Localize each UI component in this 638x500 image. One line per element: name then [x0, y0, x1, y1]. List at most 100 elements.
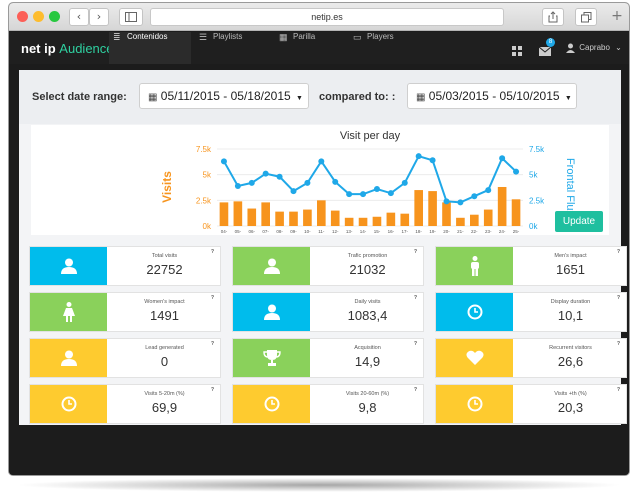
line-point: [373, 186, 380, 193]
help-icon[interactable]: ?: [616, 387, 620, 393]
help-icon[interactable]: ?: [616, 295, 620, 301]
clock-icon: [264, 396, 280, 412]
nav-item-playlists[interactable]: ☰ Playlists: [195, 32, 267, 64]
bar: [358, 217, 368, 226]
bar: [233, 201, 243, 226]
bar: [247, 208, 257, 226]
user-icon: [263, 303, 281, 321]
date-range-dropdown[interactable]: ▦ 05/11/2015 - 05/18/2015 ▼: [139, 83, 309, 109]
stat-value: 21032: [349, 262, 386, 277]
user-menu[interactable]: Caprabo ⌄: [566, 42, 622, 54]
help-icon[interactable]: ?: [616, 341, 620, 347]
y2-tick-label: 2.5k: [529, 196, 545, 205]
display-icon: ▭: [353, 32, 362, 42]
x-tick-label: 07-: [262, 229, 269, 234]
stat-card: Daily visits 1083,4?: [232, 292, 424, 332]
nav-item-contenidos[interactable]: ≣ Contenidos: [109, 32, 191, 64]
notification-badge: 8: [546, 38, 555, 47]
bar: [497, 186, 507, 226]
help-icon[interactable]: ?: [616, 249, 620, 255]
help-icon[interactable]: ?: [413, 295, 417, 301]
messages-button[interactable]: 8: [538, 38, 555, 61]
bar: [261, 202, 270, 226]
stat-tile: [30, 247, 107, 285]
stat-value: 9,8: [358, 400, 377, 415]
x-tick-label: 23-: [485, 229, 492, 234]
clock-icon: [467, 396, 483, 412]
line-point: [332, 178, 339, 185]
line-point: [346, 191, 353, 198]
help-icon[interactable]: ?: [210, 295, 214, 301]
stat-tile: [436, 247, 513, 285]
female-icon: [62, 302, 76, 322]
x-tick-label: 18-: [415, 229, 422, 234]
user-icon: [566, 43, 575, 53]
stat-card: Acquisition 14,9?: [232, 338, 424, 378]
nav-item-label: Contenidos: [127, 32, 168, 41]
back-button[interactable]: ‹: [69, 8, 89, 26]
x-tick-label: 17-: [402, 229, 409, 234]
line-point: [443, 198, 450, 205]
heart-icon: [465, 350, 484, 366]
bar: [330, 210, 340, 226]
stat-label: Display duration: [550, 299, 591, 305]
help-icon[interactable]: ?: [413, 341, 417, 347]
bar: [414, 190, 423, 226]
help-icon[interactable]: ?: [413, 249, 417, 255]
bar: [456, 217, 465, 226]
date-range-value: 05/11/2015 - 05/18/2015: [160, 89, 291, 103]
x-tick-label: 19-: [429, 229, 436, 234]
brand-logo[interactable]: net ip Audience: [21, 41, 114, 56]
browser-toolbar: ‹ › netip.es +: [9, 3, 629, 31]
stat-value: 26,6: [557, 354, 584, 369]
nav-item-label: Playlists: [213, 32, 243, 41]
stat-value: 1083,4: [347, 308, 388, 323]
stat-tile: [30, 385, 107, 423]
calendar-icon: ▦: [148, 92, 158, 103]
bar: [511, 199, 521, 226]
x-tick-label: 05-: [235, 229, 242, 234]
visits-chart: 0k 0k 2.5k 2.5k 5k 5k 7.5k 7.5k 04- 05- 06- 07- 08- 0…: [160, 130, 576, 234]
stat-card: Visits 5-20m (%) 69,9?: [29, 384, 221, 424]
calendar-icon: ▦: [416, 92, 426, 103]
x-tick-label: 24-: [499, 229, 506, 234]
help-icon[interactable]: ?: [210, 249, 214, 255]
stat-card: Display duration 10,1?: [435, 292, 627, 332]
nav-item-parilla[interactable]: ▦ Parilla: [275, 32, 345, 64]
bar: [303, 209, 312, 226]
forward-button[interactable]: ›: [89, 8, 109, 26]
address-bar[interactable]: netip.es: [150, 8, 504, 26]
stat-label: Trafic promotion: [347, 253, 388, 259]
help-icon[interactable]: ?: [210, 341, 214, 347]
line-point: [387, 190, 394, 197]
bar: [317, 200, 326, 226]
apps-grid-button[interactable]: [512, 43, 522, 61]
bar: [386, 212, 396, 226]
bar: [483, 209, 493, 226]
update-button[interactable]: Update: [555, 211, 603, 232]
stat-card: Trafic promotion 21032?: [232, 246, 424, 286]
compared-range-dropdown[interactable]: ▦ 05/03/2015 - 05/10/2015 ▼: [407, 83, 577, 109]
x-tick-label: 12-: [332, 229, 339, 234]
x-tick-label: 20-: [443, 229, 450, 234]
stat-label: Acquisition: [354, 345, 381, 351]
close-window-button[interactable]: [17, 11, 28, 22]
x-tick-label: 10-: [304, 229, 311, 234]
app-navbar: net ip Audience ≣ Contenidos ☰ Playlists ▦ Pa…: [9, 32, 629, 64]
stat-value: 0: [160, 354, 169, 369]
new-tab-button[interactable]: +: [607, 8, 627, 26]
sidebar-toggle-button[interactable]: [119, 8, 143, 26]
help-icon[interactable]: ?: [210, 387, 214, 393]
stat-tile: [233, 339, 310, 377]
window-bottom-area: [9, 425, 629, 475]
help-icon[interactable]: ?: [413, 387, 417, 393]
line-point: [276, 173, 283, 180]
minimize-window-button[interactable]: [33, 11, 44, 22]
nav-item-players[interactable]: ▭ Players: [349, 32, 419, 64]
nav-item-label: Players: [367, 32, 394, 41]
caret-down-icon: ▼: [296, 95, 303, 102]
maximize-window-button[interactable]: [49, 11, 60, 22]
compared-range-value: 05/03/2015 - 05/10/2015: [428, 89, 560, 103]
tabs-overview-button[interactable]: [575, 8, 597, 26]
share-button[interactable]: [542, 8, 564, 26]
